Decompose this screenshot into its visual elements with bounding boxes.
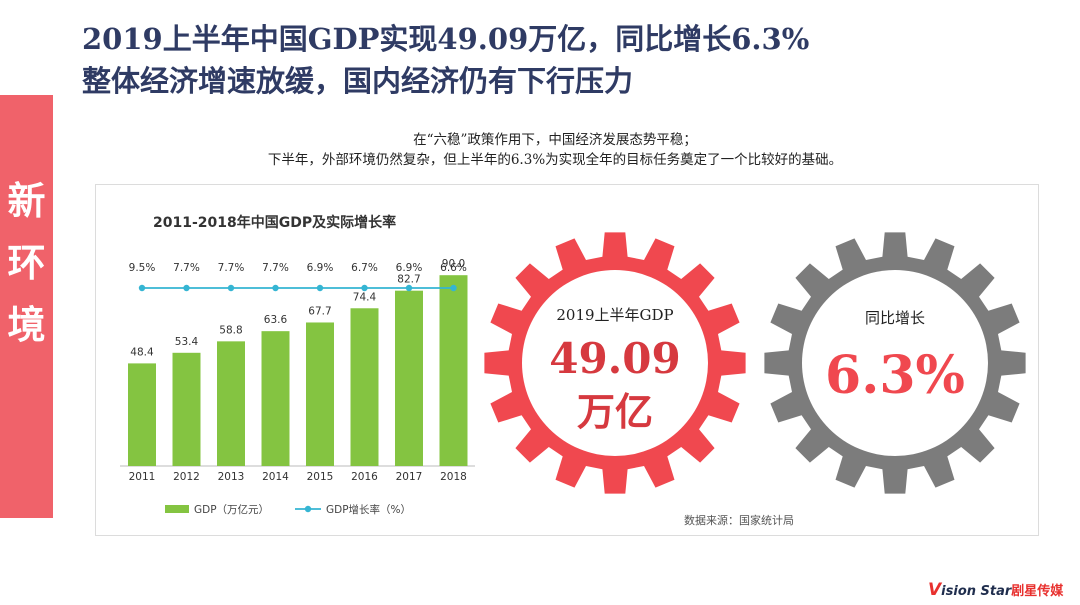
growth-rate-label: 7.7% [218, 262, 245, 274]
gdp-bar-label: 74.4 [353, 291, 377, 303]
side-char: 境 [7, 302, 46, 347]
logo-cn: 剧星传媒 [1011, 584, 1064, 599]
legend-marker-growth [304, 505, 312, 513]
subtitle-line-2: 下半年，外部环境仍然复杂，但上半年的6.3%为实现全年的目标任务奠定了一个比较好… [267, 152, 843, 168]
gdp-bar [128, 363, 156, 466]
growth-rate-point [183, 284, 190, 292]
growth-rate-point [450, 284, 457, 292]
growth-rate-label: 7.7% [173, 262, 200, 274]
x-tick-label: 2011 [129, 471, 156, 483]
gdp-bar-label: 67.7 [308, 305, 331, 317]
growth-rate-label: 9.5% [129, 262, 156, 274]
legend-swatch-gdp [165, 505, 189, 513]
title-line-1: 2019上半年中国GDP实现49.09万亿，同比增长6.3% [82, 22, 810, 56]
gdp-bar-label: 82.7 [397, 274, 420, 286]
gdp-bar-label: 90.0 [442, 258, 465, 270]
page-title: 2019上半年中国GDP实现49.09万亿，同比增长6.3% 整体经济增速放缓，… [82, 18, 809, 102]
growth-rate-point [405, 284, 413, 292]
growth-rate-label: 6.9% [307, 262, 334, 274]
growth-rate-label: 6.9% [396, 262, 423, 274]
growth-gear-value: 6.3% [825, 345, 965, 406]
chart-svg: 2011-2018年中国GDP及实际增长率 48.4 2011 53.4 2012 58.… [120, 214, 1026, 516]
chart-title: 2011-2018年中国GDP及实际增长率 [153, 214, 396, 231]
growth-rate-label: 6.6% [440, 262, 467, 274]
x-tick-label: 2018 [440, 471, 467, 483]
gdp-bar [261, 331, 290, 466]
growth-rate-point [316, 284, 324, 292]
growth-rate-label: 6.7% [351, 262, 378, 274]
growth-gear-center [802, 270, 988, 456]
x-tick-label: 2013 [218, 471, 245, 483]
side-bar [0, 95, 53, 518]
title-line-2: 整体经济增速放缓，国内经济仍有下行压力 [82, 64, 634, 98]
x-tick-label: 2015 [307, 471, 334, 483]
gdp-gear-label: 2019上半年GDP [556, 306, 673, 324]
gdp-bar-label: 58.8 [219, 324, 242, 336]
growth-rate-point [138, 284, 146, 292]
gdp-gear-unit: 万亿 [577, 389, 653, 434]
subtitle-line-1: 在“六稳”政策作用下，中国经济发展态势平稳； [413, 132, 697, 148]
gdp-bar-label: 53.4 [175, 336, 199, 348]
growth-rate-label: 7.7% [262, 262, 289, 274]
growth-rate-point [227, 284, 235, 292]
x-tick-label: 2014 [262, 471, 289, 483]
gdp-bar [306, 322, 334, 466]
page-subtitle: 在“六稳”政策作用下，中国经济发展态势平稳； 下半年，外部环境仍然复杂，但上半年… [130, 130, 980, 170]
growth-gear-label: 同比增长 [865, 309, 925, 327]
x-tick-label: 2016 [351, 471, 378, 483]
gdp-bar [217, 341, 245, 466]
logo-v: V [928, 580, 942, 600]
source-note: 数据来源：国家统计局 [684, 514, 794, 527]
side-char: 新 [7, 178, 46, 223]
growth-rate-point [272, 284, 279, 292]
gdp-gear-value: 49.09 [549, 334, 681, 383]
gdp-bar [439, 275, 468, 466]
x-tick-label: 2012 [173, 471, 200, 483]
gdp-bar-label: 48.4 [130, 346, 154, 358]
x-tick-label: 2017 [396, 471, 423, 483]
logo-text: ision Star [941, 584, 1012, 599]
gdp-bar [172, 352, 201, 466]
side-label: 新 环 境 [0, 170, 53, 356]
brand-logo: Vision Star剧星传媒 [928, 580, 1063, 600]
gdp-bar [350, 308, 379, 466]
growth-rate-point [361, 284, 368, 292]
gdp-gear-center [522, 270, 708, 456]
gdp-bar [395, 290, 423, 466]
legend-label-gdp: GDP（万亿元） [194, 503, 269, 516]
side-char: 环 [7, 240, 46, 285]
legend-label-growth: GDP增长率（%） [326, 503, 411, 516]
gdp-bar-label: 63.6 [264, 314, 288, 326]
